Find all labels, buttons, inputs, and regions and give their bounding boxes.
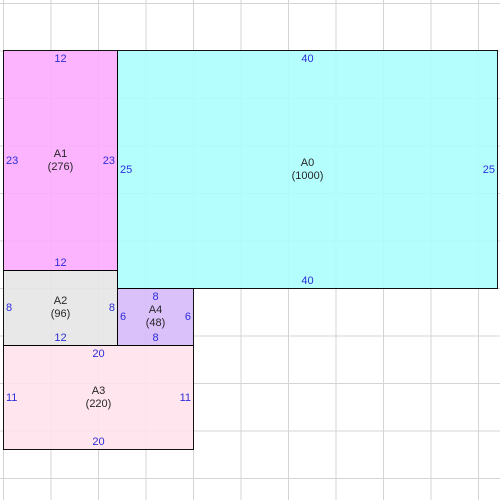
rect-a4-label: A4 (48) (118, 304, 193, 330)
rect-a0-name: A0 (300, 156, 315, 169)
rect-a1-right-dim: 23 (102, 154, 115, 167)
rect-a3-right-dim: 11 (179, 391, 191, 404)
rect-a4-right-dim: 6 (184, 311, 191, 323)
rect-a4-area: (48) (145, 317, 166, 329)
rect-a2-left-dim: 8 (6, 302, 13, 314)
rect-a2: A2 (96) 12 12 8 8 (3, 270, 118, 346)
rect-a2-name: A2 (53, 295, 68, 307)
rect-a1-top-dim: 12 (54, 53, 67, 65)
rect-a4-bottom-dim: 8 (152, 332, 159, 344)
rect-a3-left-dim: 11 (6, 391, 18, 404)
rect-a0-bottom-dim: 40 (301, 275, 314, 287)
rect-a3: A3 (220) 20 20 11 11 (3, 345, 194, 450)
rect-a3-label: A3 (220) (4, 385, 193, 411)
rect-a3-top-dim: 20 (92, 348, 105, 360)
rect-a3-bottom-dim: 20 (92, 436, 105, 448)
rect-a1-area: (276) (47, 160, 74, 173)
rect-a2-bottom-dim: 12 (54, 332, 67, 344)
rect-a2-label: A2 (96) (4, 295, 117, 321)
rect-a4-top-dim: 8 (152, 291, 159, 303)
rect-a0: A0 (1000) 40 40 25 25 (117, 50, 498, 289)
rect-a3-name: A3 (91, 384, 106, 397)
rect-a1-left-dim: 23 (6, 154, 19, 167)
rect-a1-bottom-dim: 12 (54, 257, 67, 269)
rect-a1-name: A1 (53, 147, 68, 160)
rect-a3-area: (220) (85, 397, 112, 410)
rect-a2-right-dim: 8 (108, 302, 115, 314)
rect-a0-right-dim: 25 (482, 163, 495, 176)
rect-a0-left-dim: 25 (120, 163, 133, 176)
rect-a0-label: A0 (1000) (118, 157, 497, 183)
rect-a0-area: (1000) (291, 169, 324, 182)
rect-a1-label: A1 (276) (4, 148, 117, 174)
rect-a1: A1 (276) 12 12 23 23 (3, 50, 118, 271)
rect-a4-name: A4 (148, 304, 163, 316)
rect-a0-top-dim: 40 (301, 53, 314, 65)
rect-a4-left-dim: 6 (120, 311, 127, 323)
rect-a4: A4 (48) 8 8 6 6 (117, 288, 194, 346)
rect-a2-area: (96) (50, 308, 71, 320)
